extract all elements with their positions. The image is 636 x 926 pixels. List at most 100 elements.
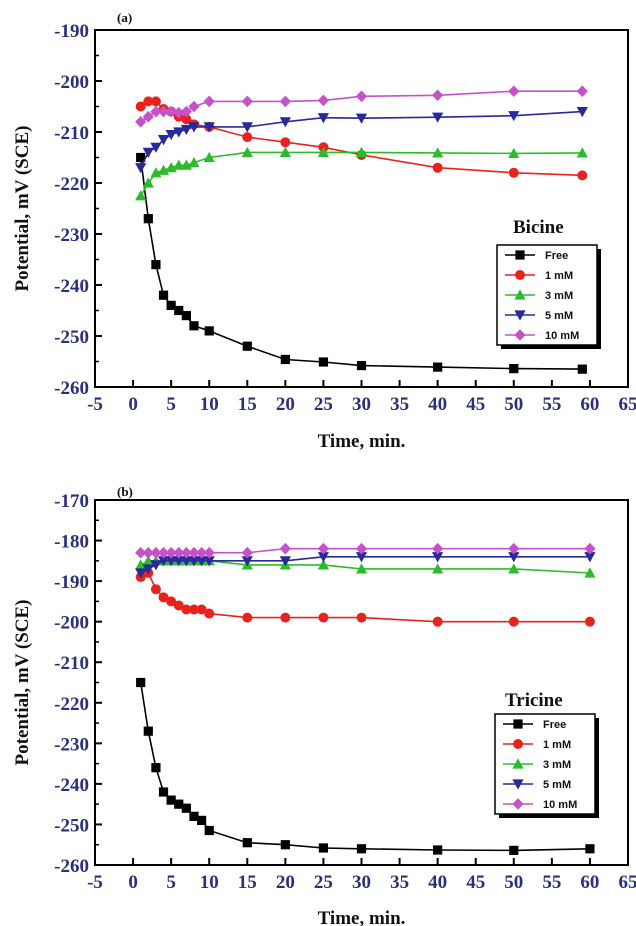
legend-marker <box>514 329 526 341</box>
x-tick-label: 5 <box>166 394 176 415</box>
data-point <box>317 542 330 555</box>
data-point <box>188 157 200 168</box>
data-point <box>166 795 176 805</box>
data-point <box>180 546 192 559</box>
data-point <box>204 825 214 836</box>
data-point <box>432 616 443 627</box>
x-tick-label: 40 <box>428 872 447 893</box>
data-point <box>279 542 291 555</box>
data-point <box>188 556 200 567</box>
data-point <box>158 787 169 797</box>
data-point <box>173 159 185 170</box>
data-point <box>142 147 154 158</box>
data-point <box>317 552 330 563</box>
legend-marker <box>512 758 524 769</box>
y-tick-label: -260 <box>54 856 89 877</box>
series-line <box>140 151 583 197</box>
data-point <box>158 290 169 300</box>
data-point <box>204 326 214 336</box>
data-point <box>508 552 520 563</box>
legend-marker <box>514 289 526 300</box>
data-point <box>241 556 253 567</box>
data-point <box>279 117 291 128</box>
y-tick-label: -180 <box>54 532 89 553</box>
panel-label: (b) <box>117 484 133 499</box>
data-point <box>279 556 291 567</box>
y-tick-label: -260 <box>54 378 89 399</box>
data-point <box>356 612 367 623</box>
data-point <box>158 592 169 603</box>
compound-label: Bicine <box>513 217 564 238</box>
legend-entry: 1 mM <box>545 270 573 282</box>
legend-entry: 1 mM <box>543 739 571 751</box>
data-point <box>576 85 588 97</box>
data-point <box>142 110 154 123</box>
series-free <box>136 677 595 855</box>
data-point <box>355 542 368 555</box>
data-point <box>508 563 520 574</box>
data-point <box>197 815 207 825</box>
data-point <box>151 763 161 773</box>
data-point <box>242 341 252 351</box>
data-point <box>151 260 161 270</box>
data-point <box>173 556 185 567</box>
data-point <box>508 542 520 555</box>
legend-entry: 5 mM <box>543 779 571 791</box>
data-point <box>584 616 595 627</box>
legend-entry: 5 mM <box>545 310 573 322</box>
data-point <box>585 844 595 854</box>
x-tick-label: 10 <box>200 872 219 893</box>
x-tick-label: 60 <box>580 394 599 415</box>
y-tick-label: -210 <box>54 653 89 674</box>
data-point <box>180 124 192 136</box>
data-point <box>355 146 368 157</box>
x-tick-label: 25 <box>314 394 333 415</box>
x-tick-label: 60 <box>580 872 599 893</box>
data-point <box>165 546 177 559</box>
data-point <box>203 151 215 163</box>
data-point <box>150 560 162 571</box>
data-point <box>165 129 177 141</box>
data-point <box>136 152 146 163</box>
y-tick-label: -240 <box>54 276 89 297</box>
x-tick-label: 45 <box>466 872 485 893</box>
data-point <box>508 85 520 97</box>
x-tick-label: 25 <box>314 872 333 893</box>
series-3-mm <box>135 146 588 201</box>
data-point <box>280 354 290 365</box>
legend-entry: Free <box>545 250 568 262</box>
data-point <box>150 96 161 107</box>
data-point <box>317 94 330 107</box>
data-point <box>196 546 208 559</box>
y-axis-title: Potential, mV (SCE) <box>12 600 33 766</box>
x-tick-label: 65 <box>619 872 636 893</box>
x-tick-label: 0 <box>128 872 138 893</box>
data-point <box>576 107 588 118</box>
data-point <box>135 116 147 128</box>
data-point <box>508 616 519 627</box>
data-point <box>356 360 367 371</box>
data-point <box>196 556 208 567</box>
data-point <box>165 105 177 118</box>
y-axis-title: Potential, mV (SCE) <box>12 126 33 292</box>
data-point <box>180 556 192 567</box>
data-point <box>279 95 291 108</box>
x-tick-label: 10 <box>200 394 219 415</box>
legend-entry: Free <box>543 719 566 731</box>
chart-panel-2: -170 -180 -190 -200 -210 -220 -230 -240 -250 -260… <box>12 484 636 926</box>
x-tick-label: 40 <box>428 394 447 415</box>
legend: Free 1 mM 3 mM 5 mM 10 mM <box>496 244 601 349</box>
y-tick-label: -250 <box>54 815 89 836</box>
data-point <box>173 106 185 119</box>
data-point <box>188 100 200 113</box>
data-point <box>584 567 596 578</box>
data-point <box>432 162 443 173</box>
data-point <box>280 137 291 148</box>
data-point <box>173 546 185 559</box>
x-tick-label: 15 <box>238 394 257 415</box>
data-point <box>166 300 176 310</box>
y-tick-label: -210 <box>54 123 89 144</box>
series-5-mm <box>135 107 588 174</box>
x-tick-label: -5 <box>87 872 103 893</box>
